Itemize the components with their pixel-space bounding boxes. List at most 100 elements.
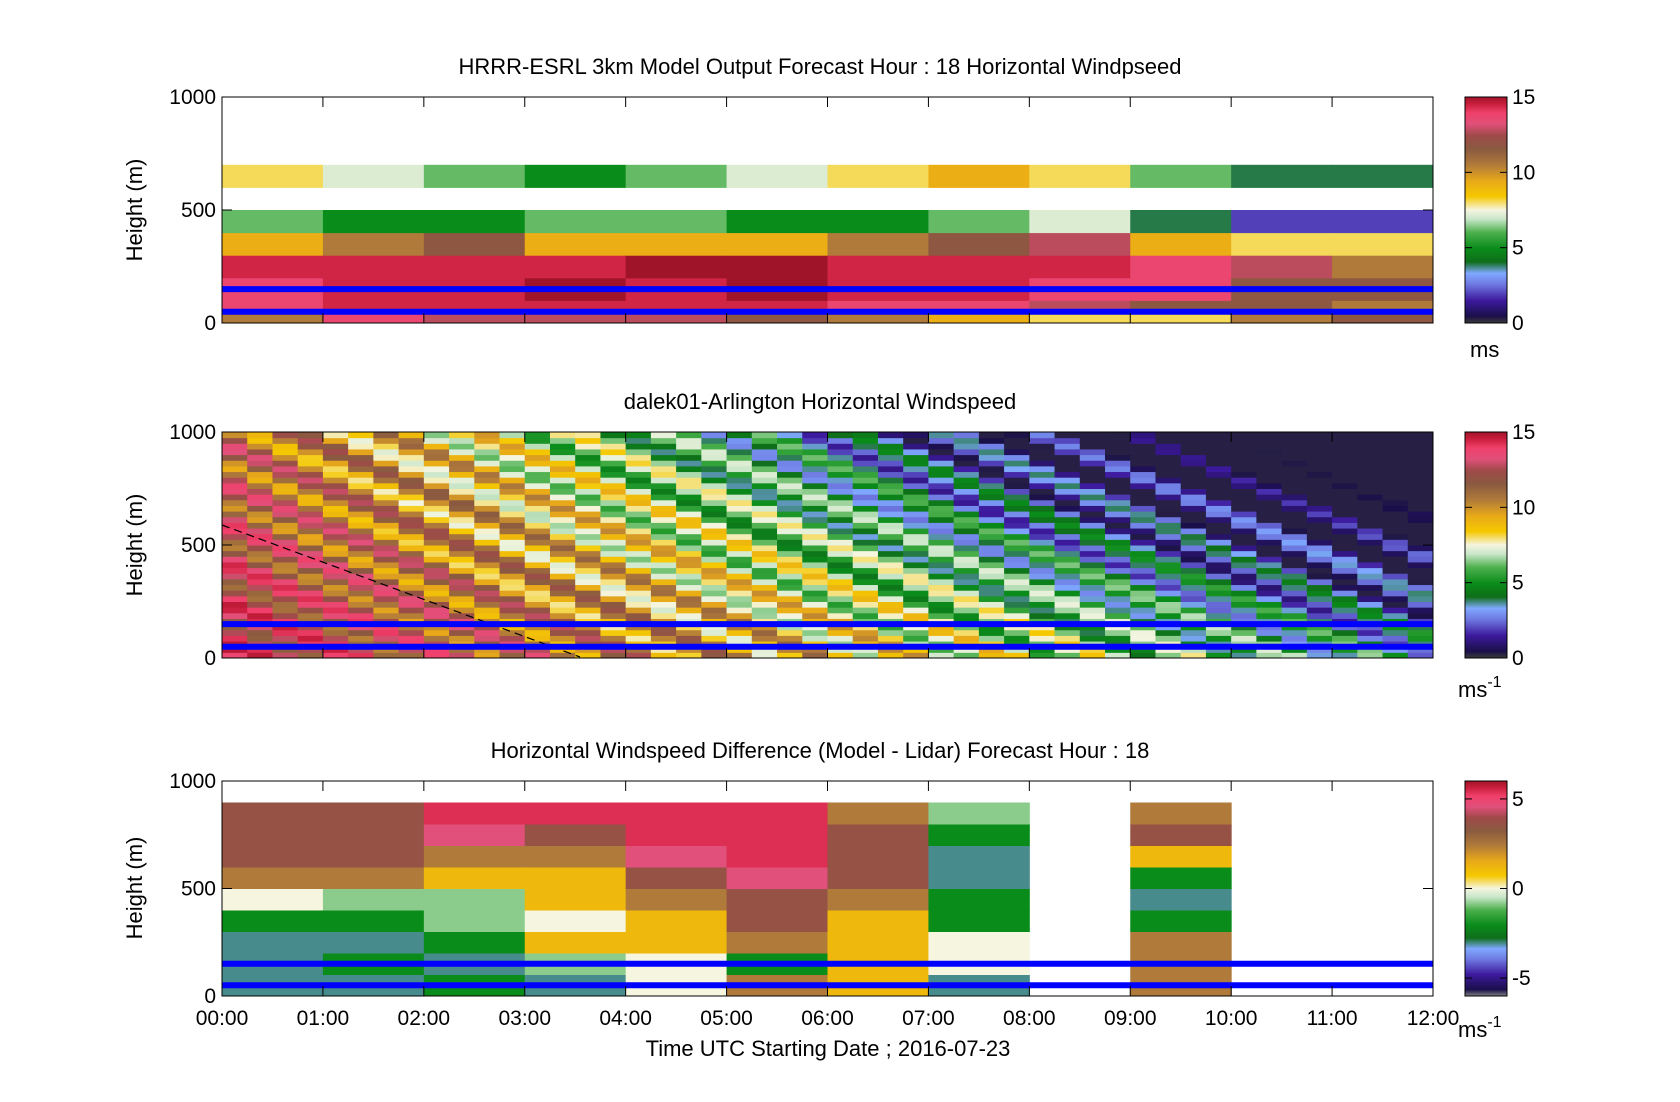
heatmap-cell	[802, 437, 828, 444]
colorbar	[1464, 431, 1508, 659]
heatmap-cell	[953, 556, 980, 563]
heatmap-cell	[449, 522, 475, 529]
heatmap-cell	[1281, 624, 1308, 631]
heatmap-cell	[449, 477, 475, 484]
heatmap-cell	[928, 646, 955, 653]
heatmap-cell	[827, 931, 929, 954]
heatmap-cell	[1205, 465, 1232, 473]
heatmap-cell	[322, 432, 349, 439]
heatmap-cell	[1180, 448, 1207, 456]
heatmap-cell	[1256, 477, 1283, 484]
heatmap-cell	[701, 652, 728, 659]
heatmap-cell	[575, 624, 601, 631]
heatmap-cell	[1357, 652, 1384, 659]
heatmap-cell	[1155, 516, 1182, 523]
heatmap-cell	[928, 578, 955, 586]
heatmap-cell	[777, 488, 803, 495]
heatmap-cell	[524, 624, 551, 631]
heatmap-cell	[650, 460, 677, 467]
heatmap-cell	[247, 561, 273, 569]
heatmap-cell	[928, 516, 955, 523]
heatmap-cell	[222, 528, 248, 535]
heatmap-cell	[575, 488, 601, 495]
heatmap-cell	[1054, 573, 1081, 580]
heatmap-cell	[1205, 584, 1232, 591]
heatmap-cell	[549, 539, 576, 546]
heatmap-cell	[1306, 567, 1333, 574]
heatmap-cell	[903, 432, 929, 439]
heatmap-cell	[928, 494, 955, 501]
heatmap-cell	[600, 511, 627, 518]
heatmap-cell	[1029, 533, 1056, 540]
heatmap-cell	[398, 511, 425, 518]
heatmap-cell	[1306, 556, 1333, 563]
heatmap-cell	[1105, 561, 1131, 569]
heatmap-cell	[1205, 432, 1232, 439]
heatmap-cell	[877, 595, 904, 602]
heatmap-cell	[1231, 539, 1257, 546]
heatmap-cell	[247, 567, 273, 574]
heatmap-cell	[978, 499, 1005, 506]
heatmap-cell	[1105, 635, 1131, 642]
heatmap-cell	[1105, 437, 1131, 444]
heatmap-cell	[802, 460, 828, 467]
heatmap-cell	[348, 646, 374, 653]
heatmap-cell	[1105, 505, 1131, 512]
heatmap-cell	[1357, 505, 1384, 512]
heatmap-cell	[928, 300, 1030, 313]
heatmap-cell	[1306, 545, 1333, 552]
heatmap-cell	[449, 567, 475, 574]
heatmap-cell	[373, 584, 400, 591]
heatmap-cell	[1231, 516, 1257, 523]
heatmap-cell	[549, 460, 576, 467]
heatmap-cell	[1004, 567, 1030, 574]
heatmap-cell	[1004, 460, 1030, 467]
heatmap-cell	[222, 824, 324, 846]
heatmap-cell	[726, 454, 753, 461]
heatmap-cell	[549, 567, 576, 574]
heatmap-cell	[1357, 494, 1384, 501]
heatmap-cell	[373, 460, 400, 467]
heatmap-cell	[802, 448, 828, 456]
heatmap-cell	[903, 595, 929, 602]
heatmap-cell	[1306, 460, 1333, 467]
heatmap-cell	[373, 465, 400, 473]
heatmap-cell	[1357, 499, 1384, 506]
heatmap-cell	[499, 516, 526, 523]
heatmap-cell	[802, 477, 828, 484]
heatmap-cell	[827, 210, 929, 234]
heatmap-cell	[751, 578, 778, 586]
heatmap-cell	[1281, 448, 1308, 456]
heatmap-cell	[499, 601, 526, 608]
heatmap-cell	[1357, 460, 1384, 467]
heatmap-cell	[625, 448, 652, 456]
heatmap-cell	[1382, 652, 1409, 659]
heatmap-cell	[373, 550, 400, 557]
heatmap-cell	[928, 601, 955, 608]
heatmap-cell	[322, 471, 349, 478]
heatmap-cell	[1079, 533, 1106, 540]
heatmap-cell	[1256, 454, 1283, 461]
heatmap-cell	[953, 561, 980, 569]
heatmap-cell	[1004, 528, 1030, 535]
heatmap-cell	[423, 567, 450, 574]
heatmap-cell	[1155, 499, 1182, 506]
heatmap-cell	[852, 624, 879, 631]
heatmap-cell	[726, 533, 753, 540]
heatmap-cell	[777, 629, 803, 636]
heatmap-cell	[1281, 629, 1308, 636]
heatmap-cell	[322, 607, 349, 614]
heatmap-cell	[625, 300, 728, 313]
heatmap-cell	[1105, 499, 1131, 506]
heatmap-cell	[1004, 607, 1030, 614]
y-tick-label: 0	[204, 985, 216, 1008]
heatmap-cell	[524, 545, 551, 552]
heatmap-cell	[625, 931, 728, 954]
heatmap-cell	[701, 556, 728, 563]
heatmap-cell	[1054, 448, 1081, 456]
heatmap-cell	[524, 539, 551, 546]
heatmap-cell	[1382, 499, 1409, 506]
heatmap-cell	[903, 652, 929, 659]
heatmap-cell	[549, 499, 576, 506]
heatmap-cell	[423, 448, 450, 456]
